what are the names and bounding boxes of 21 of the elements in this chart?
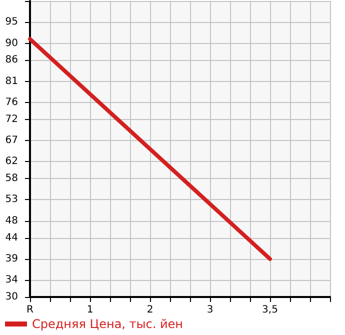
y-tick-label: 62	[5, 156, 18, 168]
y-tick-label: 44	[5, 232, 18, 244]
legend-label: Средняя Цена, тыс. йен	[32, 317, 184, 331]
x-tick-label: R	[26, 304, 34, 316]
y-tick-label: 95	[5, 16, 18, 28]
y-tick-label: 39	[5, 253, 18, 264]
y-tick-label: 86	[5, 54, 18, 66]
y-tick-label: 76	[5, 96, 18, 108]
y-tick-label: 53	[5, 194, 18, 206]
y-tick-label: 81	[5, 76, 18, 87]
y-tick-label: 48	[5, 215, 18, 226]
y-tick-label: 67	[5, 135, 18, 146]
y-tick-label: 90	[5, 38, 18, 49]
x-tick-label: 3	[206, 304, 214, 316]
x-tick-label: 2	[146, 304, 154, 316]
y-tick-label: 72	[5, 114, 18, 125]
x-tick-label: 1	[86, 304, 94, 316]
y-tick-label: 30	[5, 292, 18, 302]
y-tick-label: 58	[5, 173, 18, 184]
y-tick-label: 34	[5, 274, 18, 286]
x-tick-label: 3,5	[262, 304, 278, 316]
